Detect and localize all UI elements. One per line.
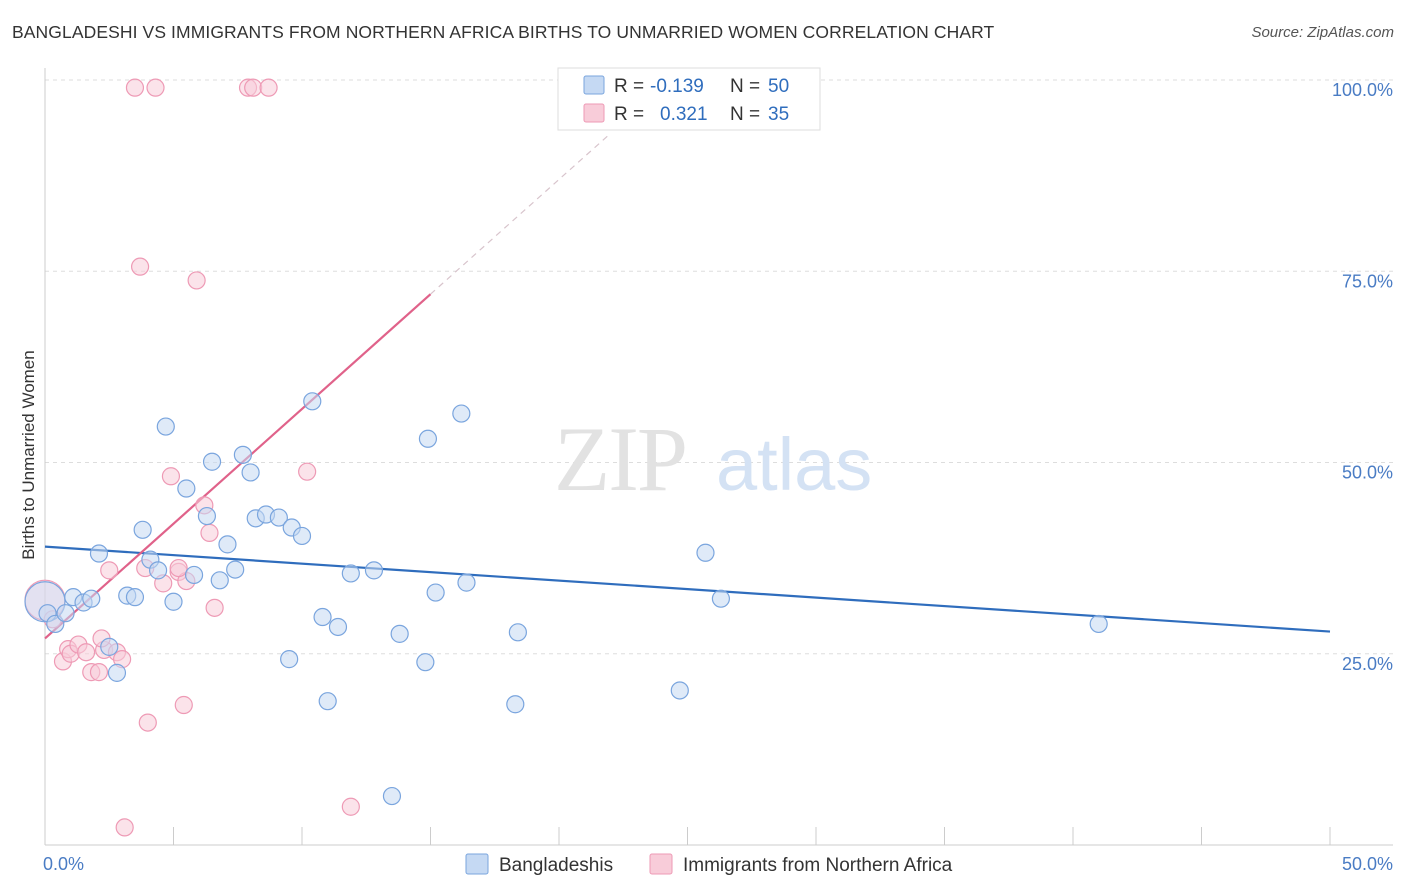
- bangladeshis-point-22: [218, 535, 237, 554]
- bangladeshis-point-15: [156, 417, 175, 436]
- trend-extension-northern-africa: [430, 133, 611, 295]
- bangladeshis-point-3: [56, 604, 75, 623]
- bangladeshis-point-12: [133, 520, 152, 539]
- northern-africa-point-28: [205, 598, 224, 617]
- legend-r-label-1: R =: [614, 104, 644, 125]
- bangladeshis-point-16: [164, 592, 183, 611]
- watermark-atlas: atlas: [716, 423, 872, 506]
- bangladeshis-point-9: [107, 663, 127, 682]
- trend-line-northern-africa: [44, 293, 432, 640]
- bottom-legend-swatch-pink: [649, 853, 673, 875]
- bottom-legend-swatch-blue: [465, 853, 489, 875]
- bangladeshis-point-21: [210, 571, 229, 590]
- bangladeshis-point-28: [269, 508, 288, 527]
- bangladeshis-point-6: [82, 589, 101, 608]
- bangladeshis-point-43: [452, 404, 471, 423]
- bangladeshis-point-29: [280, 650, 299, 669]
- series-bangladeshis: [24, 392, 1108, 806]
- northern-africa-point-32: [298, 462, 317, 481]
- northern-africa-point-27: [200, 523, 219, 542]
- watermark: ZIP atlas: [554, 408, 872, 510]
- bangladeshis-point-8: [100, 637, 119, 656]
- bangladeshis-point-39: [390, 624, 409, 643]
- bangladeshis-point-38: [382, 786, 402, 806]
- bangladeshis-point-7: [89, 544, 109, 563]
- x-tick-label-1: 50.0%: [1342, 854, 1393, 874]
- bangladeshis-point-41: [418, 429, 438, 448]
- legend-swatch-pink: [583, 103, 605, 123]
- bangladeshis-point-17: [177, 479, 196, 498]
- northern-africa-point-33: [341, 797, 360, 816]
- northern-africa-point-18: [138, 713, 157, 732]
- chart-title: BANGLADESHI VS IMMIGRANTS FROM NORTHERN …: [12, 22, 995, 42]
- northern-africa-point-21: [161, 467, 181, 486]
- bangladeshis-point-18: [184, 565, 204, 585]
- stats-legend: R = -0.139 N = 50 R = 0.321 N = 35: [557, 67, 821, 131]
- northern-africa-point-23: [174, 695, 193, 715]
- y-tick-label-3: 100.0%: [1332, 80, 1393, 100]
- y-tick-label-1: 50.0%: [1342, 463, 1393, 483]
- bottom-legend: Bangladeshis Immigrants from Northern Af…: [465, 853, 953, 876]
- y-tick-labels: 25.0% 50.0% 75.0% 100.0%: [1332, 80, 1393, 674]
- bangladeshis-point-32: [303, 392, 322, 411]
- bangladeshis-point-33: [313, 607, 332, 627]
- bangladeshis-point-14: [148, 561, 168, 580]
- bangladeshis-point-47: [670, 681, 689, 700]
- legend-n-label-0: N =: [730, 76, 760, 97]
- legend-swatch-blue: [583, 75, 605, 95]
- series-immigrants-northern-africa: [24, 78, 360, 837]
- legend-n-label-1: N =: [730, 104, 760, 125]
- bottom-legend-label-northern-africa: Immigrants from Northern Africa: [683, 855, 953, 876]
- bangladeshis-point-34: [318, 692, 337, 711]
- trend-lines: [44, 133, 1331, 640]
- legend-n-value-1: 35: [768, 104, 789, 125]
- bangladeshis-point-31: [292, 526, 312, 546]
- northern-africa-point-16: [130, 257, 150, 276]
- northern-africa-point-30: [244, 78, 263, 97]
- y-axis-label: Births to Unmarried Women: [19, 350, 38, 559]
- bangladeshis-point-45: [506, 695, 525, 714]
- legend-r-label-0: R =: [614, 76, 644, 97]
- northern-africa-point-31: [259, 78, 278, 97]
- northern-africa-point-19: [146, 78, 165, 97]
- x-tick-labels: 0.0% 50.0%: [43, 854, 1393, 874]
- bangladeshis-point-36: [341, 564, 360, 583]
- legend-n-value-0: 50: [768, 76, 789, 97]
- legend-r-value-0: -0.139: [650, 76, 704, 97]
- legend-r-value-1: 0.321: [660, 104, 708, 125]
- bangladeshis-point-20: [202, 452, 222, 471]
- northern-africa-point-34: [169, 558, 188, 578]
- bangladeshis-point-40: [416, 653, 435, 672]
- bangladeshis-point-49: [711, 589, 731, 608]
- northern-africa-point-14: [115, 818, 134, 837]
- bangladeshis-point-11: [125, 588, 145, 607]
- x-tick-label-0: 0.0%: [43, 854, 84, 874]
- trend-line-bangladeshis: [44, 545, 1331, 633]
- bangladeshis-point-37: [364, 561, 384, 580]
- bangladeshis-point-44: [457, 573, 476, 592]
- bangladeshis-point-24: [233, 445, 252, 464]
- northern-africa-point-6: [77, 643, 96, 662]
- northern-africa-point-15: [125, 78, 145, 97]
- northern-africa-point-8: [89, 663, 109, 682]
- northern-africa-point-25: [187, 271, 206, 290]
- bangladeshis-point-48: [696, 543, 715, 562]
- source-label: Source: ZipAtlas.com: [1251, 24, 1394, 41]
- bangladeshis-point-25: [241, 463, 260, 482]
- y-tick-label-0: 25.0%: [1342, 654, 1393, 674]
- bangladeshis-point-19: [197, 506, 217, 526]
- bangladeshis-point-23: [226, 560, 245, 579]
- bangladeshis-point-42: [426, 583, 445, 602]
- axes: [44, 68, 1393, 846]
- northern-africa-point-11: [100, 561, 119, 580]
- bangladeshis-point-35: [328, 617, 348, 637]
- bangladeshis-point-46: [508, 623, 527, 642]
- watermark-zip: ZIP: [554, 408, 686, 510]
- bangladeshis-point-50: [1089, 614, 1108, 634]
- grid-lines: [45, 79, 1393, 655]
- bottom-legend-label-bangladeshis: Bangladeshis: [499, 855, 613, 876]
- y-tick-label-2: 75.0%: [1342, 271, 1393, 291]
